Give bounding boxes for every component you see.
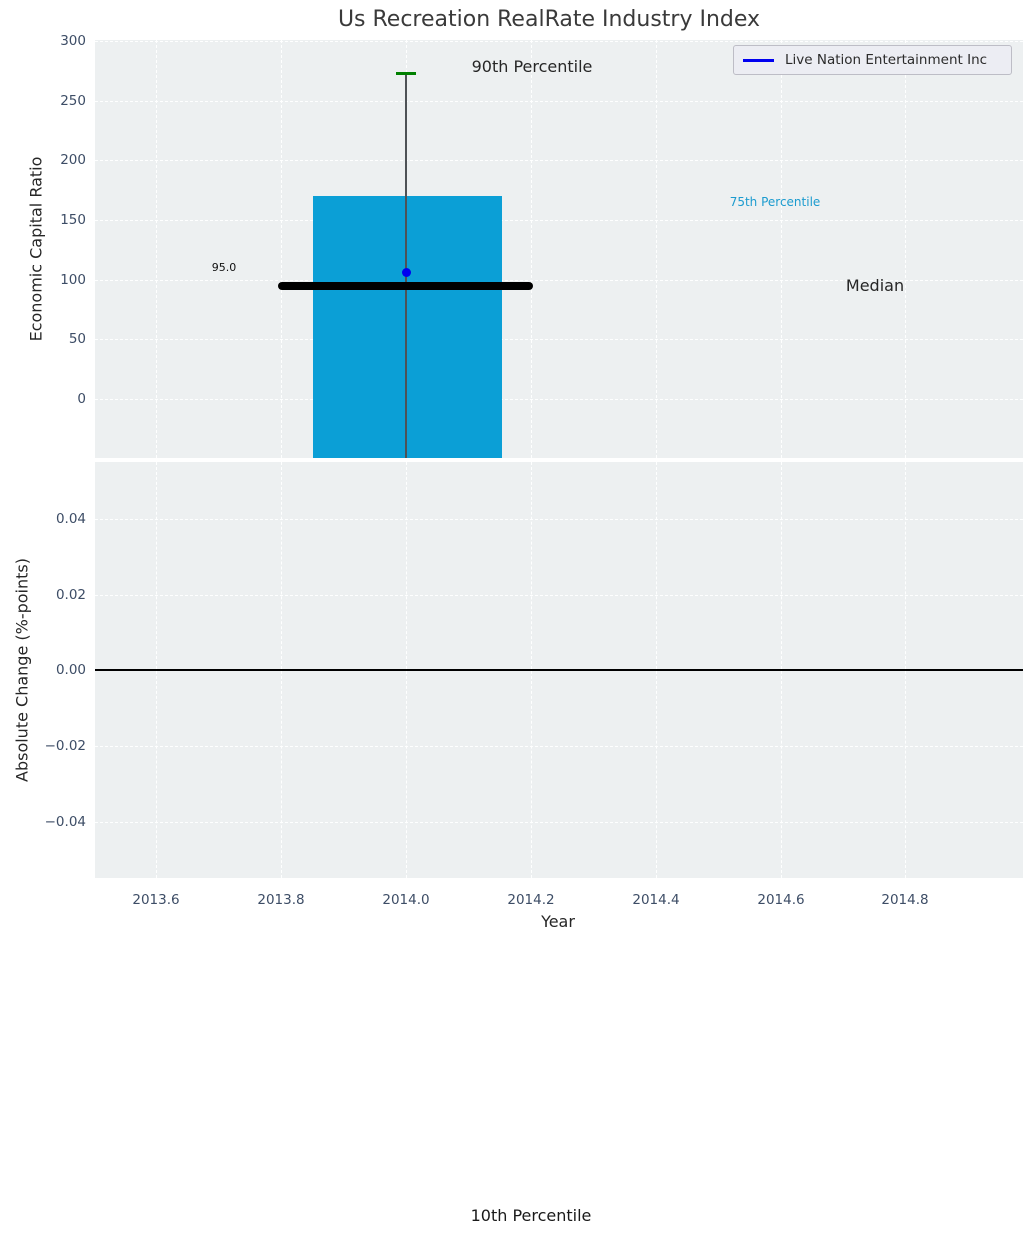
percentile-range-bar <box>313 196 502 458</box>
ytick-bottom-m0p04: −0.04 <box>44 814 86 830</box>
ytick-bottom-m0p02: −0.02 <box>44 738 86 754</box>
legend-label: Live Nation Entertainment Inc <box>785 52 988 68</box>
median-value-label: 95.0 <box>211 261 237 274</box>
xtick-2014-6: 2014.6 <box>757 892 805 908</box>
ytick-bottom-0p02: 0.02 <box>55 587 86 603</box>
gridline-y-50 <box>95 339 1023 340</box>
gridline-y-300 <box>95 41 1023 42</box>
gridline-x-2013-6 <box>156 40 157 458</box>
gridline-x-2014-8 <box>905 40 906 458</box>
gridline-y-100 <box>95 280 1023 281</box>
bottom-y-axis-label: Absolute Change (%-points) <box>12 558 32 782</box>
ytick-top-50: 50 <box>68 331 86 347</box>
ytick-top-250: 250 <box>60 93 86 109</box>
gridline-y-m0p04 <box>95 822 1023 823</box>
company-data-point <box>402 268 411 277</box>
ytick-top-100: 100 <box>60 272 86 288</box>
gridline-x-2013-8 <box>281 40 282 458</box>
legend: Live Nation Entertainment Inc <box>733 45 1012 75</box>
xtick-2013-6: 2013.6 <box>132 892 180 908</box>
gridline-y-m0p02 <box>95 746 1023 747</box>
median-annotation: Median <box>845 276 905 295</box>
gridline-y-0p02 <box>95 595 1023 596</box>
gridline-y-0 <box>95 399 1023 400</box>
top-axes: 90th Percentile 75th Percentile Median 9… <box>95 40 1023 458</box>
whisker-line <box>405 73 407 458</box>
median-line <box>278 282 533 290</box>
ytick-bottom-0p04: 0.04 <box>55 511 86 527</box>
xtick-2014-8: 2014.8 <box>881 892 929 908</box>
top-y-axis-label: Economic Capital Ratio <box>26 156 46 342</box>
x-axis-label: Year <box>541 912 575 931</box>
p75-annotation: 75th Percentile <box>729 195 821 209</box>
ytick-top-0: 0 <box>77 391 86 407</box>
xtick-2013-8: 2013.8 <box>257 892 305 908</box>
xtick-2014-0: 2014.0 <box>382 892 430 908</box>
gridline-y-0p04 <box>95 519 1023 520</box>
p90-annotation: 90th Percentile <box>471 57 593 76</box>
xtick-2014-4: 2014.4 <box>632 892 680 908</box>
p90-whisker-cap <box>396 72 416 75</box>
gridline-x-2014-6 <box>781 40 782 458</box>
chart-title: Us Recreation RealRate Industry Index <box>337 7 761 32</box>
gridline-y-250 <box>95 101 1023 102</box>
gridline-x-2014-2 <box>531 40 532 458</box>
ytick-top-200: 200 <box>60 152 86 168</box>
gridline-y-150 <box>95 220 1023 221</box>
ytick-top-150: 150 <box>60 212 86 228</box>
zero-reference-line <box>95 669 1023 671</box>
xtick-2014-2: 2014.2 <box>507 892 555 908</box>
gridline-y-200 <box>95 160 1023 161</box>
ytick-top-300: 300 <box>60 33 86 49</box>
ytick-bottom-0p00: 0.00 <box>55 662 86 678</box>
gridline-x-2014-4 <box>656 40 657 458</box>
p10-annotation: 10th Percentile <box>470 1206 592 1225</box>
bottom-axes <box>95 462 1023 878</box>
legend-line-sample <box>743 58 774 62</box>
